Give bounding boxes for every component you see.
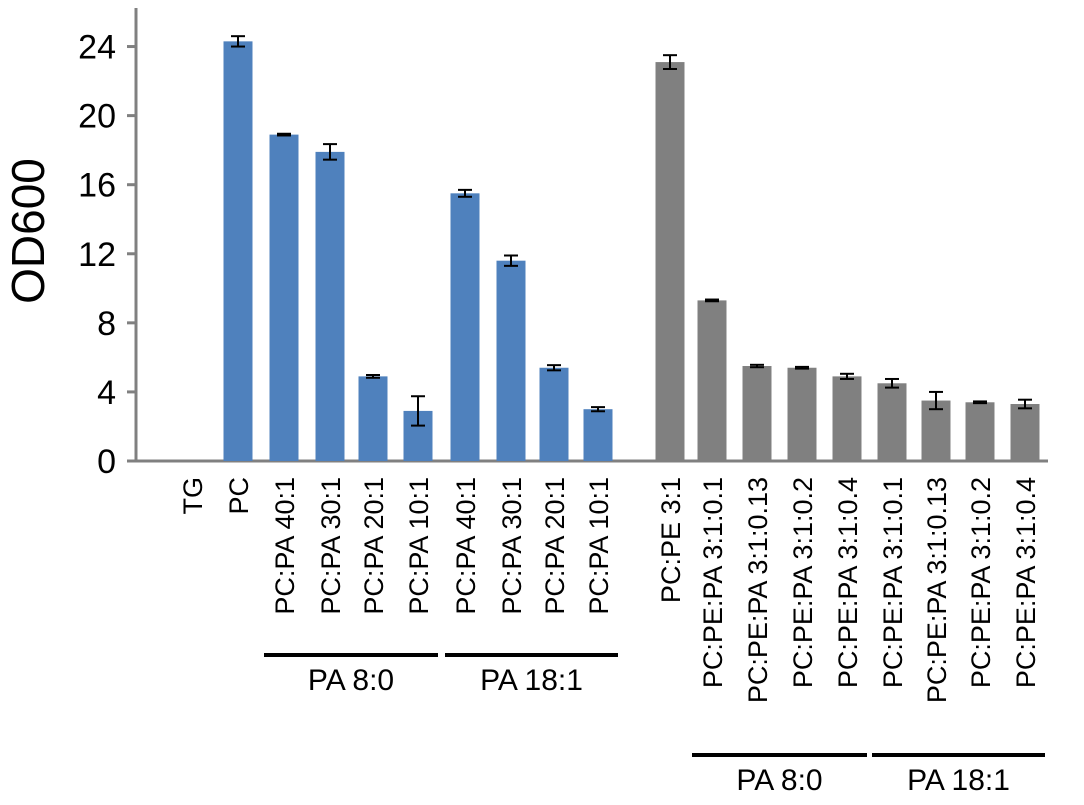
y-tick-label: 20 <box>78 98 116 136</box>
bar <box>742 366 772 461</box>
group-label: PA 8:0 <box>736 764 822 797</box>
group-label: PA 8:0 <box>308 664 394 697</box>
group-label: PA 18:1 <box>480 664 583 697</box>
x-tick-label: PC <box>224 477 254 515</box>
x-tick-label: PC:PA 30:1 <box>497 477 527 615</box>
x-tick-label: PC:PA 20:1 <box>540 477 570 615</box>
x-tick-label: PC:PA 40:1 <box>270 477 300 615</box>
bar <box>583 409 613 461</box>
x-tick-label: PC:PE:PA 3:1:0.13 <box>922 477 952 703</box>
bar <box>315 151 345 461</box>
x-tick-label: PC:PE:PA 3:1:0.4 <box>833 477 863 688</box>
x-tick-label: PC:PE:PA 3:1:0.2 <box>788 477 818 688</box>
bar <box>697 300 727 461</box>
bar <box>496 260 526 461</box>
x-tick-label: PC:PE:PA 3:1:0.13 <box>743 477 773 703</box>
x-tick-label: PC:PE:PA 3:1:0.1 <box>698 477 728 688</box>
bar <box>655 62 685 461</box>
bar <box>223 41 253 461</box>
bar <box>450 193 480 462</box>
x-tick-label: PC:PE:PA 3:1:0.1 <box>878 477 908 688</box>
x-tick-label: PC:PA 30:1 <box>316 477 346 615</box>
bar <box>539 367 569 461</box>
bar <box>787 367 817 461</box>
x-tick-label: PC:PA 10:1 <box>584 477 614 615</box>
x-tick-label: PC:PE:PA 3:1:0.2 <box>966 477 996 688</box>
bar <box>877 383 907 461</box>
x-tick-label: PC:PA 10:1 <box>404 477 434 615</box>
x-tick-label: TG <box>178 477 208 515</box>
bar <box>358 376 388 461</box>
y-tick-label: 8 <box>97 305 116 343</box>
x-tick-label: PC:PE:PA 3:1:0.4 <box>1011 477 1041 688</box>
y-tick-label: 12 <box>78 236 116 274</box>
bar <box>921 400 951 461</box>
y-tick-label: 16 <box>78 167 116 205</box>
bar <box>1010 404 1040 461</box>
bar <box>269 134 299 461</box>
y-tick-label: 4 <box>97 374 116 412</box>
x-tick-label: PC:PE 3:1 <box>656 477 686 603</box>
x-tick-label: PC:PA 40:1 <box>451 477 481 615</box>
bar <box>832 376 862 461</box>
y-tick-label: 24 <box>78 29 116 67</box>
y-axis-label: OD600 <box>2 158 54 304</box>
x-tick-label: PC:PA 20:1 <box>359 477 389 615</box>
group-label: PA 18:1 <box>907 764 1010 797</box>
bar <box>965 402 995 461</box>
y-tick-label: 0 <box>97 443 116 481</box>
